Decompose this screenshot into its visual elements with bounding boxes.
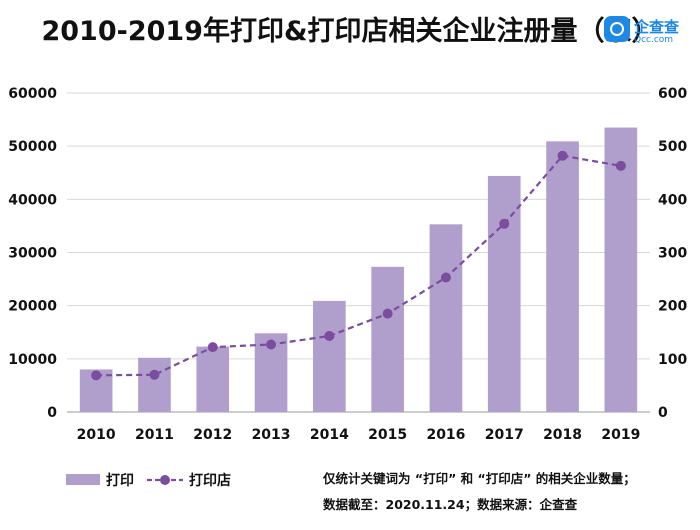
- right-y-axis: 0 100 200 300 400 500 600: [658, 86, 687, 421]
- bar: [546, 141, 579, 413]
- bar-series: [79, 127, 638, 413]
- x-tick-label: 2016: [426, 427, 465, 443]
- bar: [196, 346, 230, 412]
- y-left-tick-label: 40000: [8, 192, 57, 208]
- x-tick-label: 2011: [135, 427, 174, 443]
- x-tick-label: 2019: [601, 427, 640, 443]
- logo-url: Qcc.com: [634, 35, 674, 45]
- line-point: [324, 330, 335, 341]
- x-tick-label: 2015: [368, 427, 407, 443]
- y-right-tick-label: 500: [658, 139, 687, 155]
- footnote-source: 数据截至：2020.11.24；数据来源：企查查: [323, 497, 578, 512]
- y-right-tick-label: 300: [658, 246, 687, 262]
- x-tick-label: 2012: [193, 427, 232, 443]
- y-right-tick-label: 100: [658, 352, 687, 368]
- y-right-tick-label: 600: [658, 86, 687, 102]
- line-path: [96, 154, 622, 377]
- x-tick-label: 2010: [77, 427, 116, 443]
- line-point: [557, 150, 568, 161]
- left-y-axis: 0 10000 20000 30000 40000 50000 60000: [8, 86, 57, 421]
- chart-title: 2010-2019年打印&打印店相关企业注册量（家）: [41, 16, 659, 47]
- y-left-tick-label: 60000: [8, 86, 57, 102]
- line-series: [91, 150, 626, 381]
- bar: [138, 357, 171, 412]
- line-point: [266, 339, 277, 350]
- bar: [429, 224, 463, 412]
- bar: [371, 266, 404, 412]
- qcc-logo: 企查查 Qcc.com: [604, 14, 696, 48]
- x-tick-label: 2013: [252, 427, 291, 443]
- line-point: [615, 160, 626, 171]
- legend: 打印 打印店: [66, 472, 231, 489]
- bar: [313, 300, 346, 412]
- legend-marker: [160, 475, 170, 485]
- y-left-tick-label: 0: [47, 405, 57, 421]
- y-right-tick-label: 0: [658, 405, 668, 421]
- legend-label-bar: 打印: [106, 472, 134, 489]
- footnote-scope: 仅统计关键词为 “打印” 和 “打印店” 的相关企业数量；: [323, 471, 636, 486]
- y-left-tick-label: 20000: [8, 299, 57, 315]
- y-right-tick-label: 200: [658, 299, 687, 315]
- qcc-logo-icon: [604, 16, 630, 42]
- line-point: [499, 218, 510, 229]
- y-left-tick-label: 10000: [8, 352, 57, 368]
- y-right-tick-label: 400: [658, 192, 687, 208]
- bar: [604, 127, 638, 412]
- legend-swatch-bar: [66, 474, 100, 485]
- x-tick-label: 2014: [310, 427, 349, 443]
- y-left-tick-label: 30000: [8, 246, 57, 262]
- legend-label-line: 打印店: [189, 472, 231, 489]
- y-left-tick-label: 50000: [8, 139, 57, 155]
- x-tick-label: 2017: [485, 427, 524, 443]
- x-tick-label: 2018: [543, 427, 582, 443]
- line-point: [91, 370, 102, 381]
- line-point: [149, 369, 160, 380]
- bar: [487, 175, 521, 412]
- footnotes: 仅统计关键词为 “打印” 和 “打印店” 的相关企业数量； 数据截至：2020.…: [323, 466, 636, 518]
- logo-name: 企查查: [634, 18, 680, 36]
- line-point: [382, 308, 393, 319]
- x-axis: 2010 2011 2012 2013 2014 2015 2016 2017 2018 2019: [77, 427, 641, 443]
- line-point: [207, 342, 218, 353]
- line-point: [440, 272, 451, 283]
